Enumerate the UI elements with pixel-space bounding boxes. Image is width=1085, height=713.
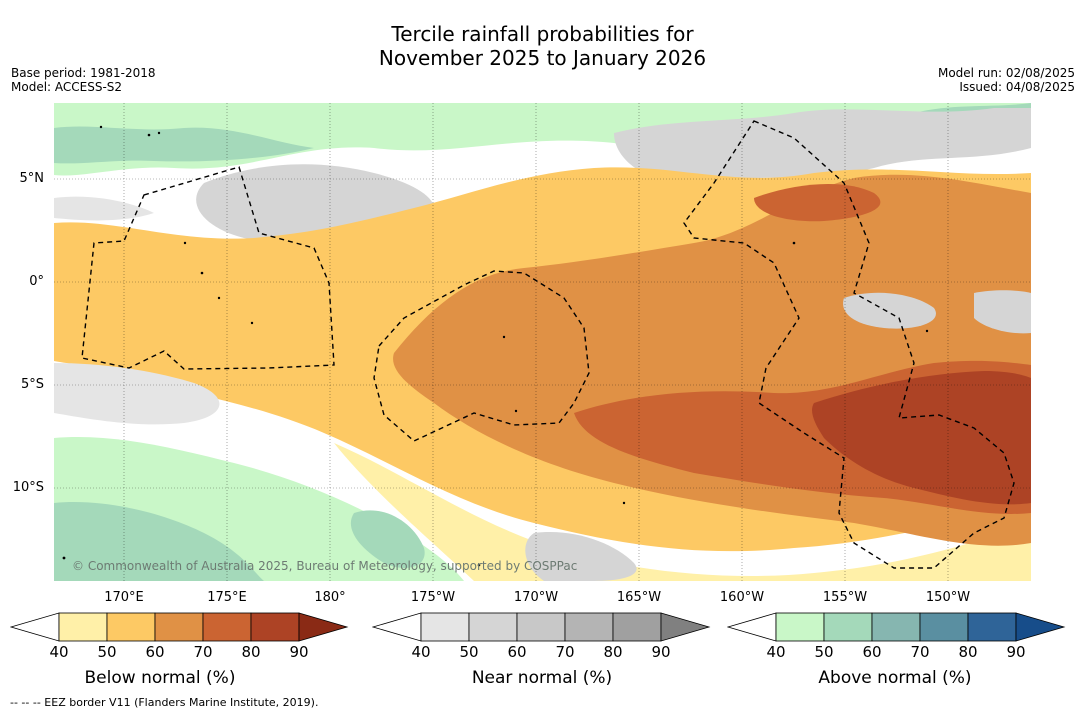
- colorbar-tick-label: 70: [910, 643, 930, 661]
- colorbar-tick-label: 80: [958, 643, 978, 661]
- colorbar-tick-label: 50: [814, 643, 834, 661]
- colorbar-tick-label: 50: [459, 643, 479, 661]
- lon-label-155w: 155°W: [822, 590, 868, 605]
- colorbar-tick-label: 60: [862, 643, 882, 661]
- colorbar-tick-label: 70: [193, 643, 213, 661]
- colorbar-extension: [660, 612, 711, 642]
- colorbar-tick-label: 90: [651, 643, 671, 661]
- colorbar-segment: [967, 612, 1017, 642]
- colorbar-segment: [564, 612, 614, 642]
- above-normal-50-north: [54, 126, 314, 164]
- colorbar-tick-label: 70: [555, 643, 575, 661]
- colorbar-above-normal: [727, 612, 1066, 642]
- below-normal-80: [812, 371, 1031, 505]
- lat-label-10s: 10°S: [12, 480, 44, 495]
- near-normal-north-patch-2: [614, 108, 1031, 184]
- title-line-2: November 2025 to January 2026: [378, 46, 707, 70]
- eez-borders: [81, 120, 1015, 569]
- below-normal-40-south: [334, 443, 1031, 581]
- colorbar-segment: [612, 612, 662, 642]
- lon-label-175e: 175°E: [207, 590, 247, 605]
- colorbar-below-normal: [10, 612, 349, 642]
- colorbar-extension: [1015, 612, 1066, 642]
- above-normal-50-south: [54, 502, 264, 581]
- lon-label-165w: 165°W: [616, 590, 662, 605]
- lat-label-5s: 5°S: [20, 377, 44, 392]
- title-line-1: Tercile rainfall probabilities for: [391, 22, 694, 46]
- model-name: Model: ACCESS-S2: [11, 80, 123, 94]
- lon-label-175w: 175°W: [410, 590, 456, 605]
- colorbar-segment: [250, 612, 300, 642]
- near-normal-south-east: [525, 532, 637, 581]
- above-normal-50-south-2: [350, 510, 425, 568]
- colorbar-segment: [58, 612, 108, 642]
- near-normal-north-west: [54, 196, 154, 221]
- colorbar-tick-label: 50: [97, 643, 117, 661]
- below-normal-70-north: [754, 183, 881, 222]
- model-run: Model run: 02/08/2025: [937, 66, 1075, 80]
- colorbar-segment: [468, 612, 518, 642]
- near-normal-south-west: [54, 363, 220, 425]
- colorbar-tick-label: 80: [603, 643, 623, 661]
- issued-date: Issued: 04/08/2025: [959, 80, 1075, 94]
- colorbar-tick-label: 90: [289, 643, 309, 661]
- near-normal-far-east: [974, 290, 1031, 334]
- colorbar-tick-label: 60: [145, 643, 165, 661]
- eez-border-note: -- -- -- EEZ border V11 (Flanders Marine…: [10, 696, 319, 709]
- colorbar-segment: [516, 612, 566, 642]
- near-normal-east-patch: [843, 292, 936, 329]
- rainfall-probability-map: [54, 103, 1031, 581]
- colorbar-extension: [298, 612, 349, 642]
- lon-label-150w: 150°W: [925, 590, 971, 605]
- colorbar-near-normal: [372, 612, 711, 642]
- colorbar-segment: [775, 612, 825, 642]
- colorbar-tick-label: 40: [411, 643, 431, 661]
- colorbar-segment: [106, 612, 156, 642]
- colorbar-tick-label: 90: [1006, 643, 1026, 661]
- colorbar-tick-label: 40: [49, 643, 69, 661]
- near-normal-west: [54, 248, 88, 313]
- base-period: Base period: 1981-2018: [11, 66, 156, 80]
- lon-label-180: 180°: [314, 590, 346, 605]
- colorbar-segment: [420, 612, 470, 642]
- colorbar-tick-label: 60: [507, 643, 527, 661]
- colorbar-segment: [202, 612, 252, 642]
- lon-label-160w: 160°W: [719, 590, 765, 605]
- copyright-note: © Commonwealth of Australia 2025, Bureau…: [72, 559, 578, 573]
- lat-label-5n: 5°N: [19, 171, 45, 186]
- colorbar-segment: [823, 612, 873, 642]
- lon-label-170w: 170°W: [513, 590, 559, 605]
- islands: [62, 125, 929, 567]
- colorbar-title-below: Below normal (%): [84, 668, 236, 688]
- colorbar-tick-label: 40: [766, 643, 786, 661]
- colorbar-segment: [154, 612, 204, 642]
- colorbar-title-near: Near normal (%): [471, 668, 613, 688]
- lat-label-0: 0°: [29, 274, 44, 289]
- colorbar-segment: [919, 612, 969, 642]
- colorbar-segment: [871, 612, 921, 642]
- colorbar-title-above: Above normal (%): [818, 668, 972, 688]
- lon-label-170e: 170°E: [104, 590, 144, 605]
- graticule: [54, 103, 1031, 581]
- colorbar-tick-label: 80: [241, 643, 261, 661]
